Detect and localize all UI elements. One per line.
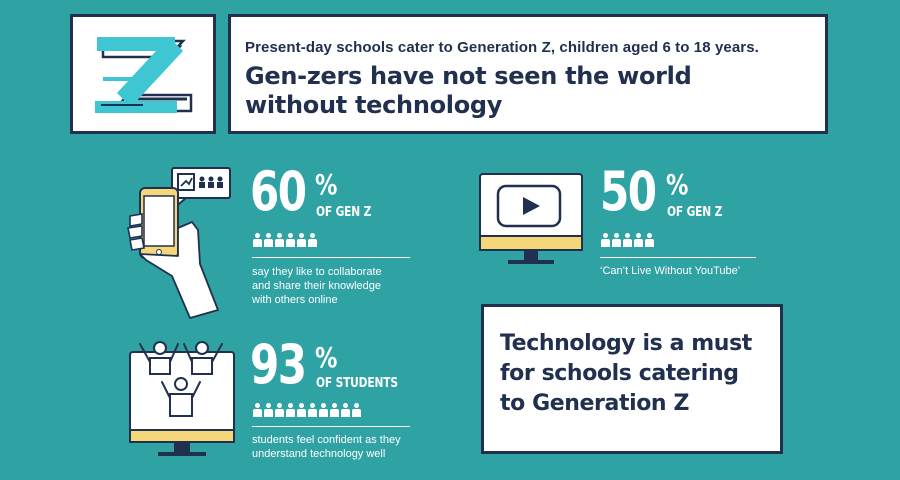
- person-icon: [341, 403, 350, 417]
- stat-50-description: ‘Can’t Live Without YouTube’: [600, 264, 740, 278]
- person-icon: [253, 403, 262, 417]
- header-subtitle: Present-day schools cater to Generation …: [245, 39, 759, 56]
- stat-60-description-line2: and share their knowledge: [252, 280, 382, 292]
- stat-93-description-line2: understand technology well: [252, 448, 386, 460]
- stat-60-description: say they like to collaborate and share t…: [252, 265, 382, 307]
- monitor-video-icon: [479, 173, 583, 264]
- conclusion-box: Technology is a must for schools caterin…: [481, 304, 783, 454]
- person-icon: [297, 403, 306, 417]
- person-icon: [286, 233, 295, 247]
- person-icon: [612, 233, 621, 247]
- stat-93-divider: [252, 426, 410, 427]
- person-icon: [275, 403, 284, 417]
- stat-50-value: 50: [600, 160, 657, 223]
- person-icon: [319, 403, 328, 417]
- stat-60-description-line3: with others online: [252, 294, 338, 306]
- stat-60-description-line1: say they like to collaborate: [252, 266, 382, 278]
- stat-93-description: students feel confident as they understa…: [252, 433, 401, 461]
- stat-50-people: [601, 233, 654, 247]
- person-icon: [352, 403, 361, 417]
- person-icon: [330, 403, 339, 417]
- stat-50-percent: %: [666, 168, 689, 201]
- stat-50-description-line1: ‘Can’t Live Without YouTube’: [600, 265, 741, 277]
- stat-93-group: OF STUDENTS: [316, 376, 398, 391]
- person-icon: [645, 233, 654, 247]
- stat-60-divider: [252, 257, 410, 258]
- person-icon: [623, 233, 632, 247]
- smartphone-share-icon: [127, 167, 231, 319]
- person-icon: [297, 233, 306, 247]
- conclusion-text: Technology is a must for schools caterin…: [500, 331, 752, 416]
- header-title-line2: without technology: [245, 91, 503, 119]
- person-icon: [634, 233, 643, 247]
- header-box: Present-day schools cater to Generation …: [228, 14, 828, 134]
- person-icon: [308, 403, 317, 417]
- person-icon: [286, 403, 295, 417]
- header-title-line1: Gen-zers have not seen the world: [245, 62, 692, 90]
- stat-93-value: 93: [250, 333, 307, 396]
- person-icon: [264, 403, 273, 417]
- stat-93-people: [253, 403, 361, 417]
- stat-50-divider: [600, 257, 756, 258]
- z-logo-icon: [95, 37, 193, 113]
- person-icon: [275, 233, 284, 247]
- stat-50-group: OF GEN Z: [667, 205, 723, 220]
- logo-box: [70, 14, 216, 134]
- person-icon: [601, 233, 610, 247]
- stat-60-people: [253, 233, 317, 247]
- monitor-students-icon: [129, 341, 235, 456]
- stat-60-value: 60: [250, 160, 307, 223]
- stat-93-description-line1: students feel confident as they: [252, 434, 401, 446]
- person-icon: [253, 233, 262, 247]
- person-icon: [308, 233, 317, 247]
- stat-60-percent: %: [315, 168, 338, 201]
- stat-93-percent: %: [315, 341, 338, 374]
- stat-60-group: OF GEN Z: [316, 205, 372, 220]
- person-icon: [264, 233, 273, 247]
